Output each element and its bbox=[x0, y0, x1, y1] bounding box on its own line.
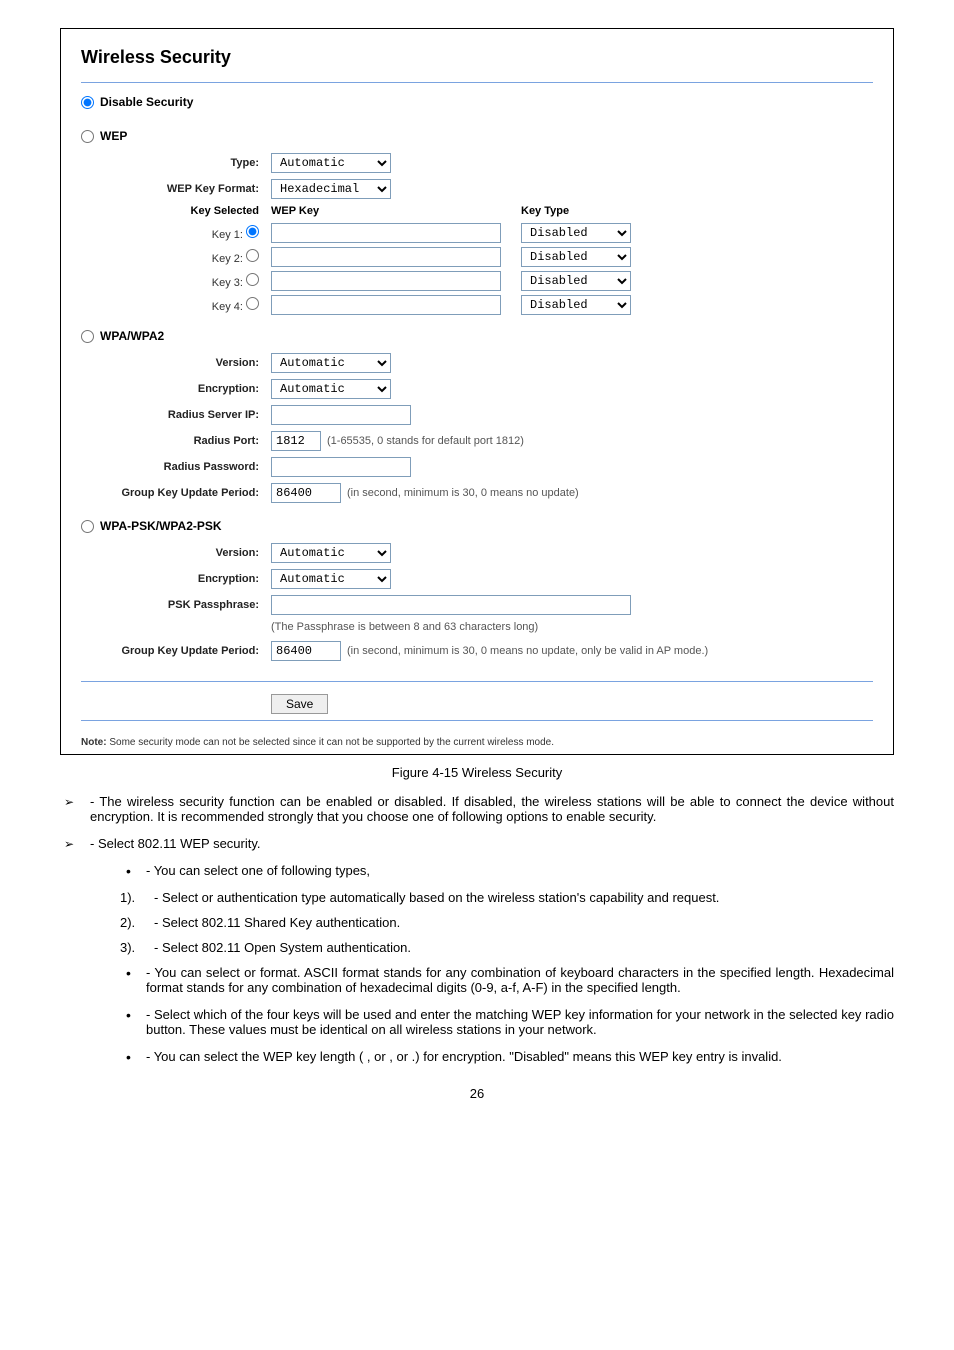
wpa-enc-select[interactable]: Automatic bbox=[271, 379, 391, 399]
wep-key2-input[interactable] bbox=[271, 247, 501, 267]
wpa-version-label: Version: bbox=[81, 357, 271, 369]
wpa-gkup-label: Group Key Update Period: bbox=[81, 487, 271, 499]
psk-gkup-hint: (in second, minimum is 30, 0 means no up… bbox=[347, 645, 708, 657]
save-button[interactable]: Save bbox=[271, 694, 328, 714]
note-bold: Note: bbox=[81, 737, 107, 748]
wep-key-row: Key 4: Disabled bbox=[81, 295, 873, 315]
radius-port-input[interactable] bbox=[271, 431, 321, 451]
psk-enc-select[interactable]: Automatic bbox=[271, 569, 391, 589]
wep-key4-input[interactable] bbox=[271, 295, 501, 315]
wep-key4-radio[interactable] bbox=[246, 297, 259, 310]
paragraph: - You can select the WEP key length ( , … bbox=[120, 1049, 894, 1064]
paragraph: - You can select one of following types, bbox=[120, 863, 894, 878]
wep-key1-radio[interactable] bbox=[246, 225, 259, 238]
psk-option[interactable]: WPA-PSK/WPA2-PSK bbox=[81, 519, 873, 533]
psk-version-select[interactable]: Automatic bbox=[271, 543, 391, 563]
wpa-option[interactable]: WPA/WPA2 bbox=[81, 329, 873, 343]
paragraph: - Select 802.11 WEP security. - You can … bbox=[60, 836, 894, 1064]
psk-enc-label: Encryption: bbox=[81, 573, 271, 585]
wpa-label: WPA/WPA2 bbox=[100, 329, 164, 343]
wep-key4-label: Key 4: bbox=[212, 301, 243, 313]
wep-radio[interactable] bbox=[81, 130, 94, 143]
paragraph: - Select which of the four keys will be … bbox=[120, 1007, 894, 1037]
wep-hdr-key: WEP Key bbox=[271, 205, 521, 217]
wep-format-select[interactable]: Hexadecimal bbox=[271, 179, 391, 199]
panel-title: Wireless Security bbox=[81, 47, 873, 68]
radius-port-hint: (1-65535, 0 stands for default port 1812… bbox=[327, 435, 524, 447]
wpa-version-select[interactable]: Automatic bbox=[271, 353, 391, 373]
wep-key-row: Key 1: Disabled bbox=[81, 223, 873, 243]
wep-option[interactable]: WEP bbox=[81, 129, 873, 143]
radius-ip-label: Radius Server IP: bbox=[81, 409, 271, 421]
wep-key3-radio[interactable] bbox=[246, 273, 259, 286]
psk-gkup-input[interactable] bbox=[271, 641, 341, 661]
wep-key3-type[interactable]: Disabled bbox=[521, 271, 631, 291]
wep-hdr-selected: Key Selected bbox=[81, 205, 271, 217]
divider bbox=[81, 720, 873, 721]
radius-pw-label: Radius Password: bbox=[81, 461, 271, 473]
wpa-gkup-hint: (in second, minimum is 30, 0 means no up… bbox=[347, 487, 579, 499]
wep-key4-type[interactable]: Disabled bbox=[521, 295, 631, 315]
wep-key2-type[interactable]: Disabled bbox=[521, 247, 631, 267]
disable-security-label: Disable Security bbox=[100, 95, 193, 109]
note-text: Some security mode can not be selected s… bbox=[107, 737, 554, 748]
psk-version-label: Version: bbox=[81, 547, 271, 559]
psk-radio[interactable] bbox=[81, 520, 94, 533]
figure-caption: Figure 4-15 Wireless Security bbox=[60, 765, 894, 780]
divider bbox=[81, 82, 873, 83]
wep-label: WEP bbox=[100, 129, 127, 143]
list-item: 1). - Select or authentication type auto… bbox=[120, 890, 894, 905]
wpa-gkup-input[interactable] bbox=[271, 483, 341, 503]
radius-pw-input[interactable] bbox=[271, 457, 411, 477]
wep-key1-input[interactable] bbox=[271, 223, 501, 243]
divider bbox=[81, 681, 873, 682]
radius-port-label: Radius Port: bbox=[81, 435, 271, 447]
psk-pass-hint: (The Passphrase is between 8 and 63 char… bbox=[271, 621, 873, 633]
wep-key-row: Key 3: Disabled bbox=[81, 271, 873, 291]
paragraph: - You can select or format. ASCII format… bbox=[120, 965, 894, 995]
disable-security-option[interactable]: Disable Security bbox=[81, 95, 873, 109]
wep-key3-label: Key 3: bbox=[212, 277, 243, 289]
wep-key2-radio[interactable] bbox=[246, 249, 259, 262]
wep-key1-label: Key 1: bbox=[212, 229, 243, 241]
wpa-radio[interactable] bbox=[81, 330, 94, 343]
wep-format-label: WEP Key Format: bbox=[81, 183, 271, 195]
wep-key1-type[interactable]: Disabled bbox=[521, 223, 631, 243]
psk-pass-label: PSK Passphrase: bbox=[81, 599, 271, 611]
wep-type-select[interactable]: Automatic bbox=[271, 153, 391, 173]
psk-pass-input[interactable] bbox=[271, 595, 631, 615]
wep-key2-label: Key 2: bbox=[212, 253, 243, 265]
page-number: 26 bbox=[60, 1086, 894, 1101]
paragraph: - The wireless security function can be … bbox=[60, 794, 894, 824]
psk-label: WPA-PSK/WPA2-PSK bbox=[100, 519, 222, 533]
disable-security-radio[interactable] bbox=[81, 96, 94, 109]
radius-ip-input[interactable] bbox=[271, 405, 411, 425]
footer-note: Note: Some security mode can not be sele… bbox=[81, 733, 873, 754]
wpa-enc-label: Encryption: bbox=[81, 383, 271, 395]
wep-type-label: Type: bbox=[81, 157, 271, 169]
list-item: 3). - Select 802.11 Open System authenti… bbox=[120, 940, 894, 955]
wireless-security-panel: Wireless Security Disable Security WEP T… bbox=[60, 28, 894, 755]
wep-key3-input[interactable] bbox=[271, 271, 501, 291]
psk-gkup-label: Group Key Update Period: bbox=[81, 645, 271, 657]
list-item: 2). - Select 802.11 Shared Key authentic… bbox=[120, 915, 894, 930]
wep-key-row: Key 2: Disabled bbox=[81, 247, 873, 267]
wep-hdr-type: Key Type bbox=[521, 205, 661, 217]
